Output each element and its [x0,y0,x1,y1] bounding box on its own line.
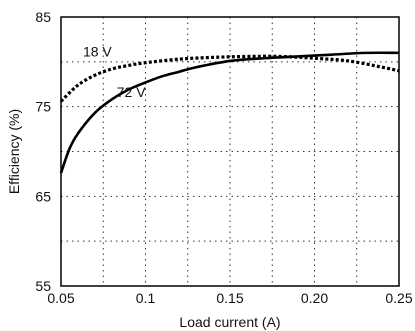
y-tick-label: 65 [35,188,51,204]
x-tick-label: 0.1 [136,290,156,306]
x-axis-label: Load current (A) [179,314,280,330]
y-tick-label: 85 [35,9,51,25]
series-line-18v [59,54,400,103]
series-labels: 18 V 72 V [83,43,146,99]
x-tick-label: 0.20 [301,290,328,306]
y-axis-label: Efficiency (%) [6,109,22,194]
series-lines [59,51,400,174]
x-tick-label: 0.25 [385,290,412,306]
x-tick-label: 0.05 [47,290,74,306]
series-label: 72 V [117,84,146,100]
series-line-72v [59,51,400,174]
y-tick-label: 75 [35,99,51,115]
series-label: 18 V [83,43,112,59]
y-tick-label: 55 [35,278,51,294]
plot-frame [60,16,400,287]
tick-labels: 0.05 0.1 0.15 0.20 0.25 55 65 75 85 [35,9,412,306]
x-tick-label: 0.15 [216,290,243,306]
